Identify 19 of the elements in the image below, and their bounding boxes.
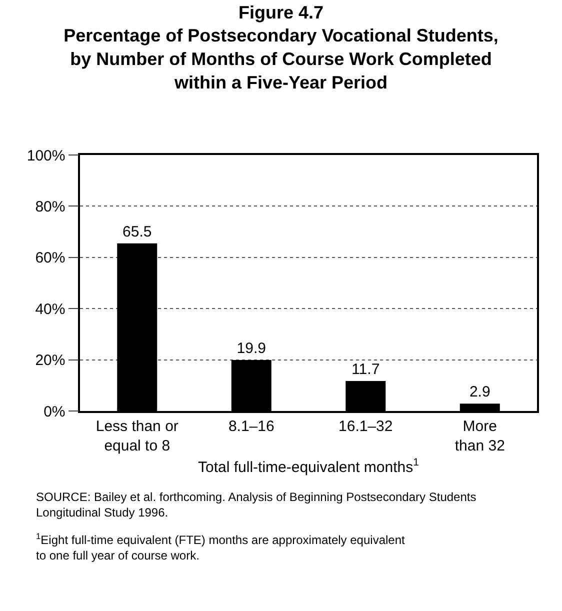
y-tick-label: 20%	[35, 352, 66, 370]
y-tick-label: 40%	[35, 300, 66, 318]
source-note: SOURCE: Bailey et al. forthcoming. Analysis of Beginning Postsecondary Students Longitudinal Study 1996.	[36, 490, 476, 520]
x-tick-label: More than 32	[454, 418, 505, 454]
x-tick-label: Less than or equal to 8	[96, 418, 178, 454]
x-tick-label: 16.1–32	[338, 418, 393, 435]
data-label: 65.5	[122, 223, 152, 240]
y-tick-label: 100%	[26, 147, 66, 164]
data-label: 11.7	[352, 361, 380, 378]
x-axis-title: Total full-time-equivalent months$^{1}$	[198, 456, 420, 476]
data-label: 2.9	[469, 384, 490, 401]
x-tick-label: 8.1–16	[228, 418, 274, 435]
text: $^{1}$Eight full-time equivalent (FTE) months are approximately equivalent to one full year of course work.	[36, 531, 406, 563]
data-label: 19.9	[236, 340, 266, 358]
y-tick-label: 60%	[35, 250, 66, 267]
y-tick-label: 80%	[35, 198, 66, 216]
chart-title: Figure 4.7	[238, 2, 324, 22]
y-tick-label: 0%	[44, 403, 66, 420]
chart-subtitle: Percentage of Postsecondary Vocational Students, by Number of Months of Course Work Completed within a Five-Year Period	[64, 26, 498, 93]
